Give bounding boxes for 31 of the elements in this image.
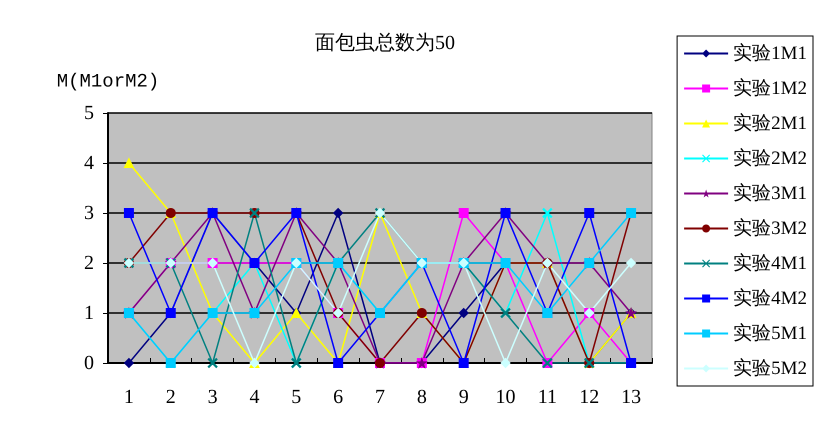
x-tick-label: 6 — [333, 386, 344, 408]
x-tick-label: 9 — [458, 386, 469, 408]
x-tick-label: 13 — [621, 386, 642, 408]
x-tick-label: 2 — [166, 386, 176, 408]
x-tick-label: 3 — [208, 386, 218, 408]
x-tick-label: 10 — [496, 386, 516, 408]
y-tick-label: 1 — [84, 302, 94, 324]
y-tick-label: 2 — [84, 252, 94, 274]
legend-label: 实验2M1 — [733, 112, 808, 134]
legend-label: 实验1M2 — [733, 77, 808, 99]
x-tick-label: 4 — [249, 386, 260, 408]
legend-label: 实验3M1 — [733, 182, 808, 204]
legend-label: 实验1M1 — [733, 42, 808, 64]
chart-title: 面包虫总数为50 — [315, 32, 455, 54]
x-tick-label: 11 — [538, 386, 558, 408]
y-tick-label: 3 — [84, 202, 94, 224]
x-tick-label: 1 — [124, 386, 134, 408]
x-tick-label: 12 — [579, 386, 600, 408]
legend-label: 实验5M1 — [733, 322, 808, 344]
y-tick-label: 0 — [84, 352, 94, 374]
x-tick-label: 7 — [375, 386, 385, 408]
y-tick-label: 5 — [84, 102, 94, 124]
legend-label: 实验4M1 — [733, 252, 808, 274]
legend-label: 实验2M2 — [733, 147, 808, 169]
legend-label: 实验3M2 — [733, 217, 808, 239]
y-tick-label: 4 — [84, 152, 94, 174]
y-axis-title: M(M1orM2) — [56, 70, 160, 92]
legend-label: 实验5M2 — [733, 357, 808, 379]
x-tick-label: 5 — [291, 386, 302, 408]
x-tick-label: 8 — [416, 386, 427, 408]
legend-label: 实验4M2 — [733, 287, 808, 309]
